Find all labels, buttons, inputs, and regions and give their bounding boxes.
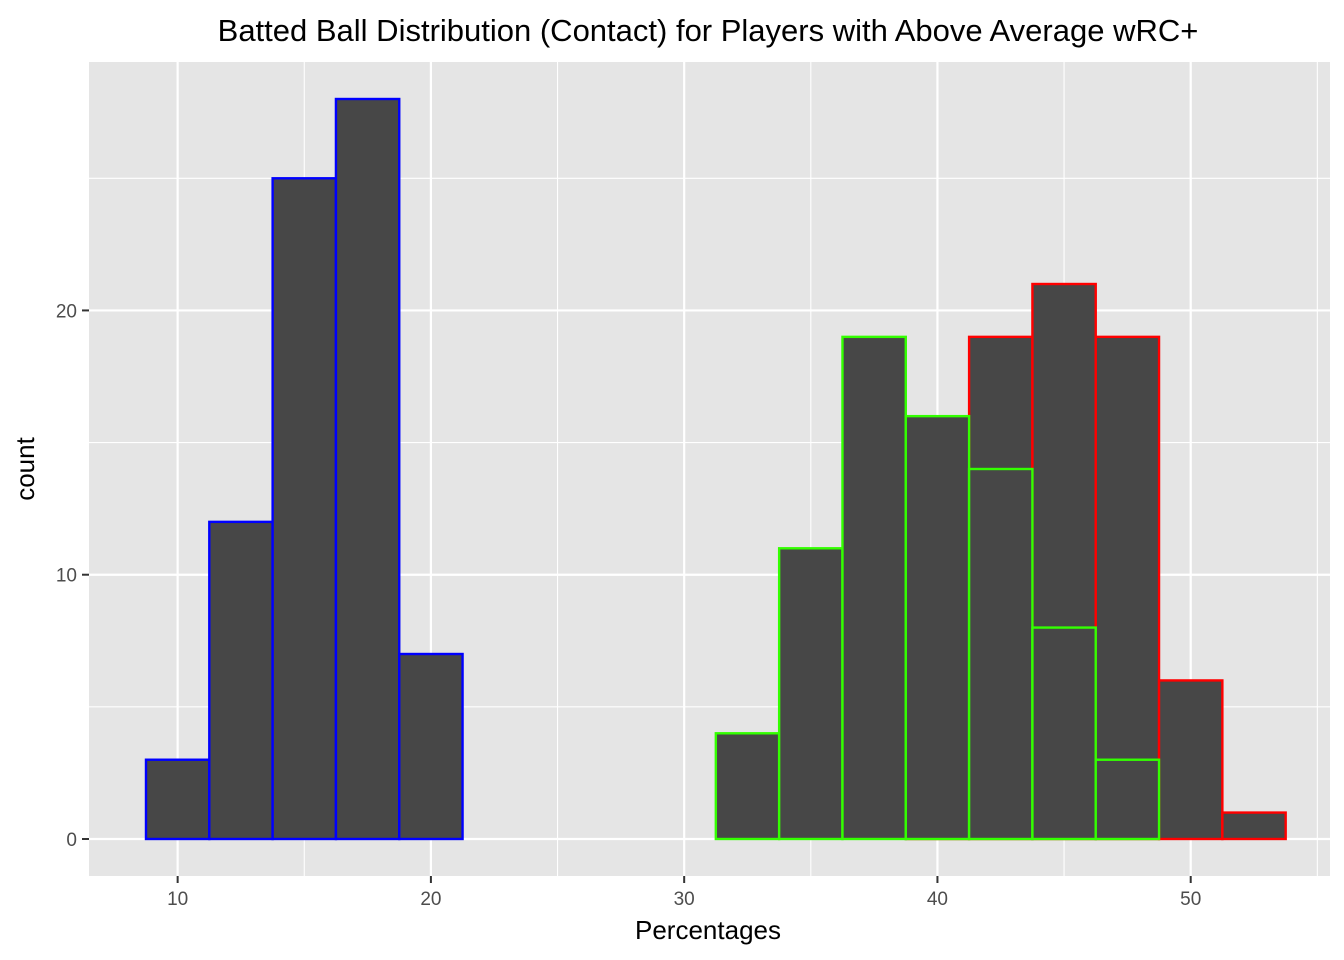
histogram-bar: [1221, 811, 1287, 841]
y-tick-label: 0: [66, 830, 77, 851]
histogram-bar: [334, 97, 401, 841]
x-axis: 10 20 30 40 50: [167, 876, 1201, 910]
histogram-bar: [777, 547, 844, 841]
histogram-layer-3: [714, 335, 1161, 841]
histogram-bar: [714, 732, 781, 841]
x-axis-title: Percentages: [635, 915, 781, 945]
histogram-bars: [144, 97, 1287, 841]
histogram-bar: [1094, 758, 1161, 841]
histogram-bar: [1094, 335, 1161, 841]
x-tick-label: 10: [167, 889, 188, 910]
histogram-bar: [1157, 679, 1224, 841]
histogram-bar: [208, 520, 274, 841]
y-axis: 0 10 20: [56, 301, 89, 851]
histogram-layer-2: [144, 97, 464, 841]
histogram-bar: [271, 177, 338, 841]
x-tick-label: 50: [1180, 889, 1201, 910]
histogram-bar: [144, 758, 211, 841]
y-tick-label: 20: [56, 301, 77, 322]
histogram-bar: [1031, 626, 1097, 841]
y-tick-label: 10: [56, 566, 77, 587]
histogram-bar: [904, 414, 971, 841]
histogram-bar: [841, 335, 907, 841]
histogram-bar: [967, 467, 1034, 841]
x-tick-label: 30: [674, 889, 695, 910]
x-tick-label: 20: [420, 889, 441, 910]
y-axis-title: count: [10, 436, 40, 500]
chart-title: Batted Ball Distribution (Contact) for P…: [218, 13, 1199, 48]
histogram-bar: [398, 652, 464, 841]
x-tick-label: 40: [927, 889, 948, 910]
